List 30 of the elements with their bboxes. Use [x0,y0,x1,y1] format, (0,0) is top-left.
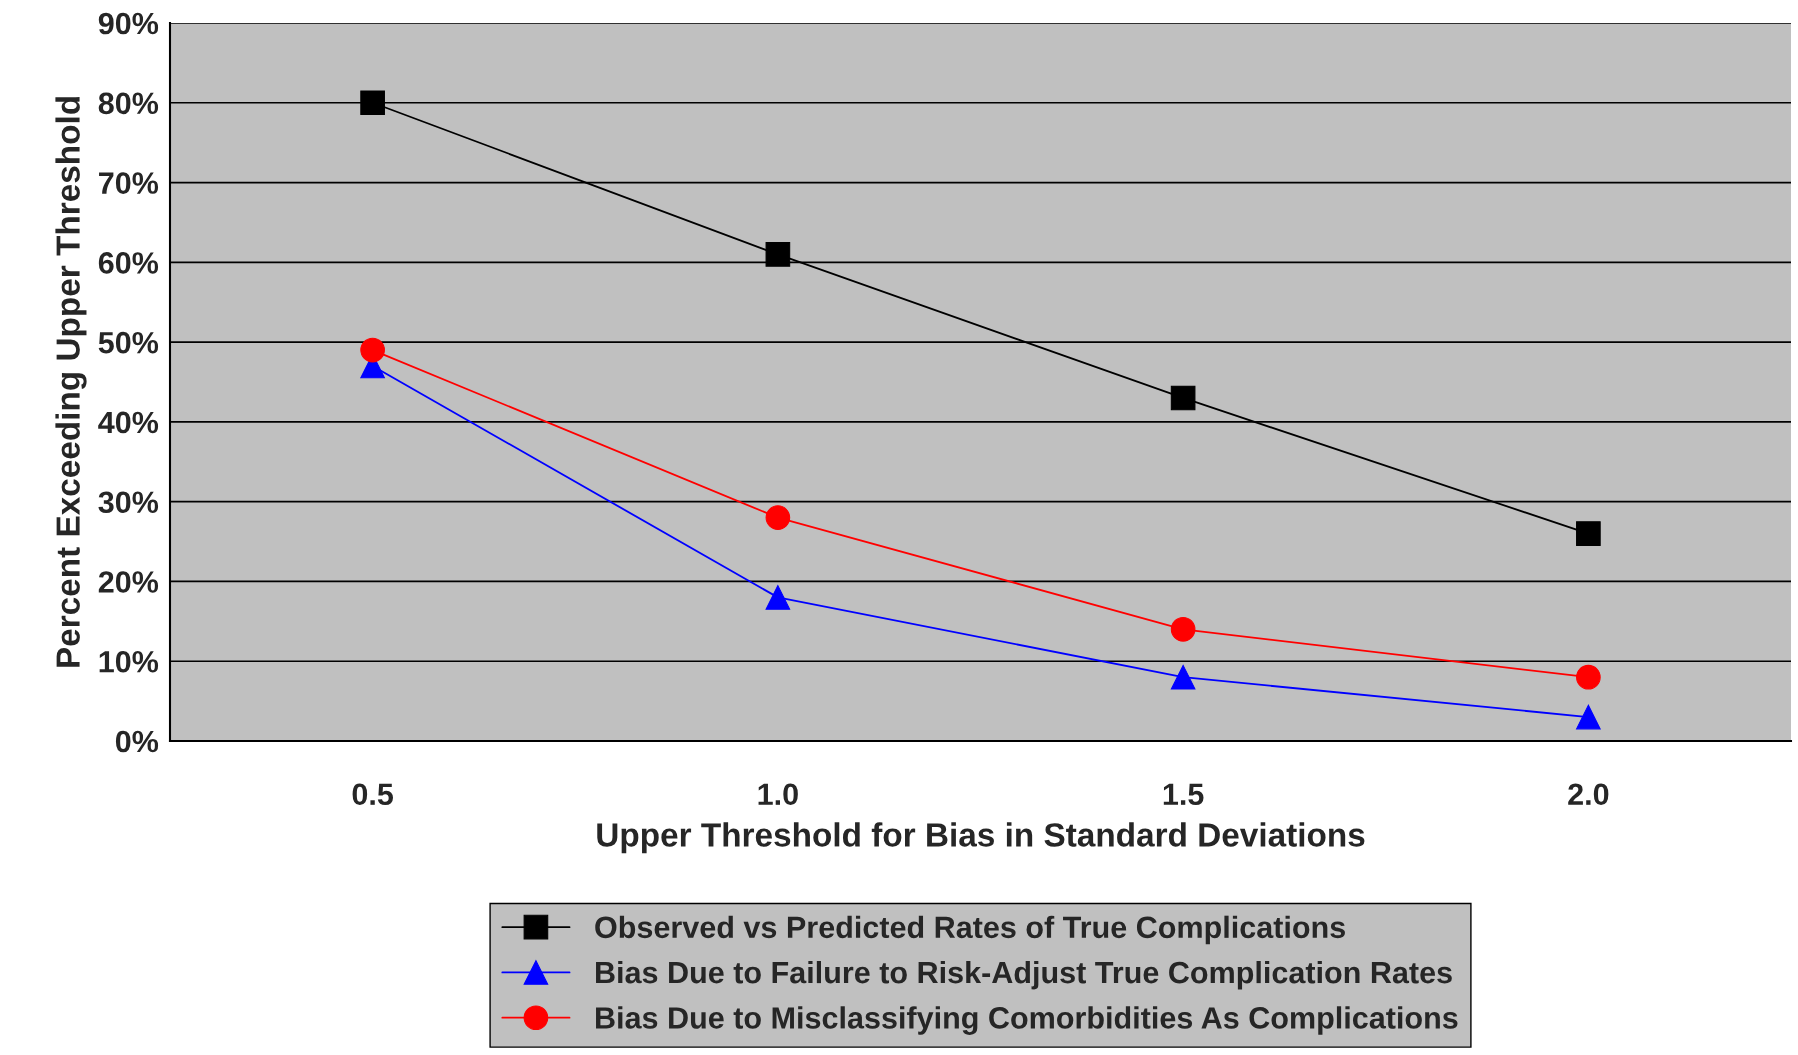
legend-label: Observed vs Predicted Rates of True Complications [595,915,1345,945]
y-tick-label: 70% [99,172,159,194]
point [360,337,385,363]
x-tick-label: 2.0 [1568,783,1609,806]
y-tick-label: 10% [99,650,159,673]
y-axis-title: Percent Exceeding Upper Threshold [55,97,87,667]
legend-label: Bias Due to Failure to Risk-Adjust True Complication Rates [596,960,1452,990]
point [765,585,791,610]
y-tick-label: 90% [98,12,159,35]
point [1170,616,1196,642]
x-tick-label: 1.0 [758,783,798,806]
x-axis-title: Upper Threshold for Bias in Standard Deviations [597,822,1365,854]
point [1576,664,1601,690]
point [1170,664,1196,690]
y-tick-label: 50% [98,331,159,354]
legend-label: Bias Due to Misclassifying Comorbidities As Complications [596,1006,1458,1035]
y-tick-label: 80% [98,92,159,115]
point [1170,385,1196,411]
point [765,242,791,267]
y-tick-label: 40% [98,411,159,434]
x-tick-label: 1.5 [1163,783,1204,806]
point [360,90,385,116]
y-tick-label: 60% [98,252,159,274]
point [765,505,791,530]
y-tick-label: 20% [98,571,159,593]
y-tick-label: 30% [98,491,159,514]
point [1576,521,1601,546]
y-tick-label: 0% [115,730,159,753]
x-tick-label: 0.5 [352,783,394,806]
point [1576,704,1601,730]
